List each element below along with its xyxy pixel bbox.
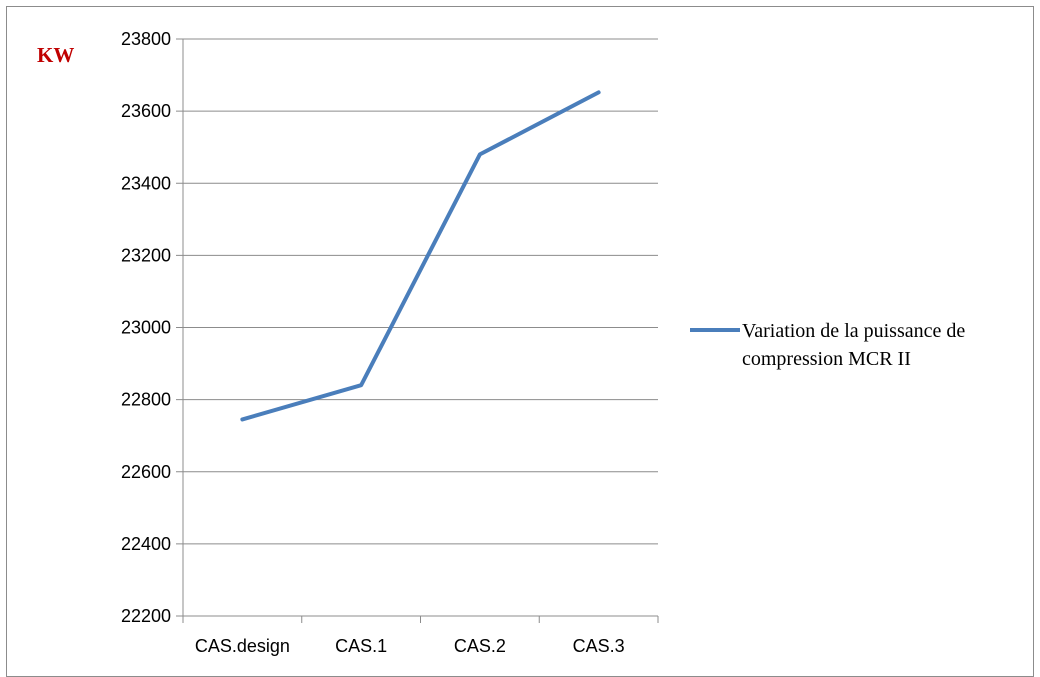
y-axis-unit-label: KW — [37, 43, 74, 67]
series-lines — [240, 90, 601, 422]
x-tick-label: CAS.design — [195, 636, 290, 656]
x-tick-label: CAS.1 — [335, 636, 387, 656]
y-tick-label: 23200 — [121, 245, 171, 265]
legend: Variation de la puissance de compression … — [690, 320, 965, 370]
y-tick-label: 22400 — [121, 534, 171, 554]
line-chart: 22200 22400 22600 22800 23000 23200 23400 23600… — [37, 29, 965, 656]
axes — [182, 39, 659, 623]
y-tick-label: 22200 — [121, 606, 171, 626]
series-line — [240, 90, 601, 422]
y-tick-label: 23400 — [121, 173, 171, 193]
y-tick-label: 22800 — [121, 390, 171, 410]
y-tick-label: 23000 — [121, 318, 171, 338]
x-tick-label: CAS.3 — [573, 636, 625, 656]
y-tick-label: 23600 — [121, 101, 171, 121]
legend-label: compression MCR II — [742, 348, 911, 370]
chart-frame: 22200 22400 22600 22800 23000 23200 23400 23600… — [6, 6, 1034, 677]
x-tick-labels: CAS.design CAS.1 CAS.2 CAS.3 — [195, 636, 625, 656]
y-tick-label: 22600 — [121, 462, 171, 482]
gridlines — [176, 38, 658, 617]
y-tick-labels: 22200 22400 22600 22800 23000 23200 23400 23600… — [121, 29, 171, 626]
y-tick-label: 23800 — [121, 29, 171, 49]
x-tick-label: CAS.2 — [454, 636, 506, 656]
legend-label: Variation de la puissance de — [742, 320, 965, 342]
